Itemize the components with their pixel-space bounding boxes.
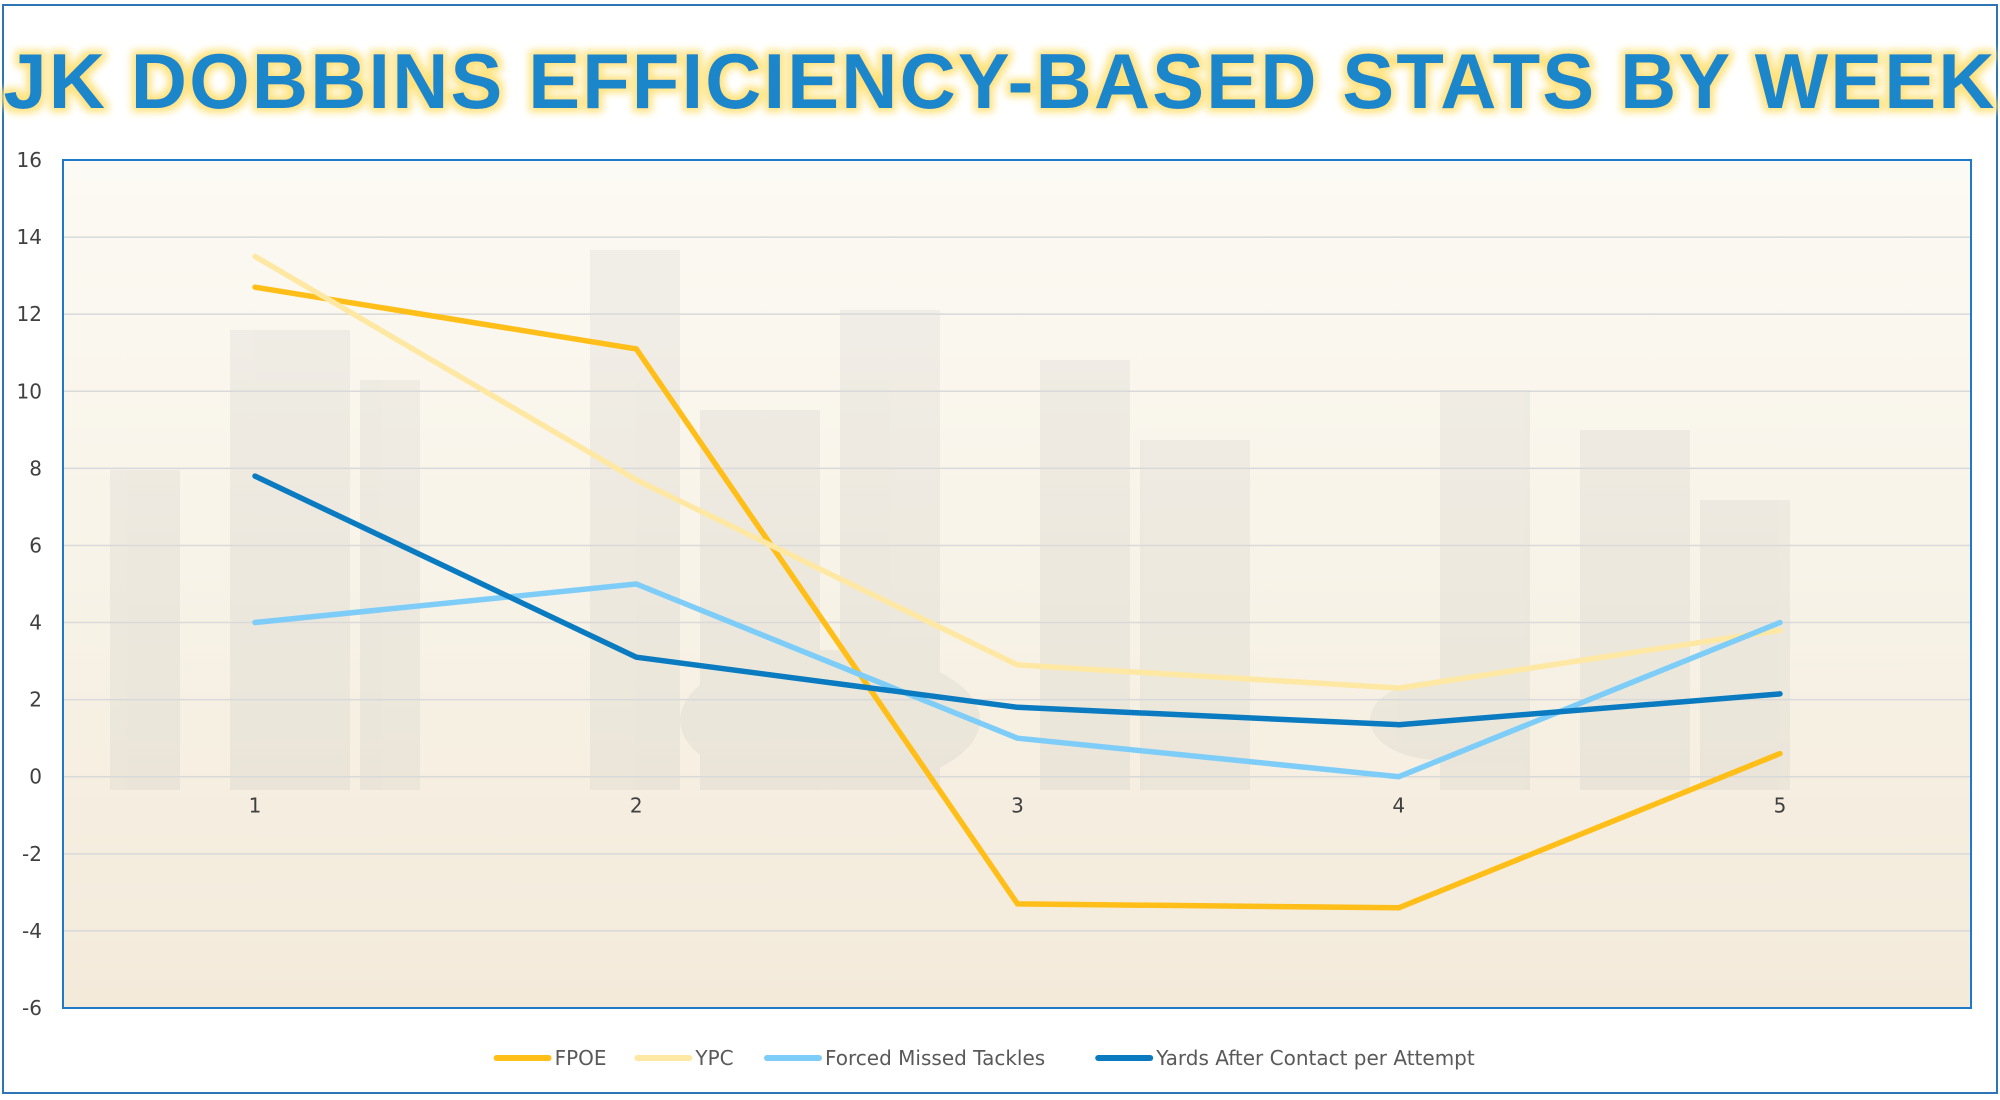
legend-item-forced-missed-tackles: Forced Missed Tackles bbox=[764, 1046, 1045, 1070]
legend-item-fpoe: FPOE bbox=[493, 1046, 607, 1070]
plot-area bbox=[63, 160, 1971, 1008]
series-lines bbox=[252, 253, 1783, 911]
legend-label: Yards After Contact per Attempt bbox=[1155, 1046, 1475, 1070]
x-tick-label: 5 bbox=[1774, 794, 1787, 818]
y-tick-label: 0 bbox=[29, 765, 42, 789]
y-tick-label: -6 bbox=[22, 996, 42, 1020]
legend: FPOE YPC Forced Missed Tackles Yards After … bbox=[493, 1046, 1475, 1070]
y-tick-label: 10 bbox=[17, 379, 42, 403]
gridlines bbox=[63, 236, 1971, 932]
y-tick-label: 6 bbox=[29, 533, 42, 557]
series-line-ypc bbox=[252, 253, 1783, 691]
series-line-yards-after-contact-per-attempt bbox=[252, 473, 1783, 728]
legend-item-yards-after-contact-per-attempt: Yards After Contact per Attempt bbox=[1095, 1046, 1475, 1070]
y-tick-label: 14 bbox=[17, 225, 42, 249]
background-skyline bbox=[110, 250, 1790, 790]
x-tick-label: 3 bbox=[1011, 794, 1024, 818]
y-tick-label: 16 bbox=[17, 148, 42, 172]
y-axis-ticks: -6 -4 -2 0 2 4 6 8 10 12 14 16 bbox=[17, 148, 42, 1020]
legend-item-ypc: YPC bbox=[634, 1046, 734, 1070]
chart-title: JK DOBBINS EFFICIENCY-BASED STATS BY WEE… bbox=[3, 37, 1996, 125]
y-tick-label: 8 bbox=[29, 456, 42, 480]
x-tick-label: 4 bbox=[1392, 794, 1405, 818]
y-tick-label: -2 bbox=[22, 842, 42, 866]
x-tick-label: 1 bbox=[249, 794, 262, 818]
y-tick-label: 2 bbox=[29, 688, 42, 712]
legend-label: FPOE bbox=[555, 1046, 607, 1070]
series-line-fpoe bbox=[252, 284, 1783, 911]
plot-area-border bbox=[62, 159, 1972, 1009]
x-tick-label: 2 bbox=[630, 794, 643, 818]
legend-label: YPC bbox=[694, 1046, 733, 1070]
y-tick-label: 12 bbox=[17, 302, 42, 326]
x-axis-ticks: 1 2 3 4 5 bbox=[249, 794, 1787, 818]
legend-label: Forced Missed Tackles bbox=[825, 1046, 1045, 1070]
y-tick-label: -4 bbox=[22, 919, 42, 943]
y-tick-label: 4 bbox=[29, 611, 42, 635]
